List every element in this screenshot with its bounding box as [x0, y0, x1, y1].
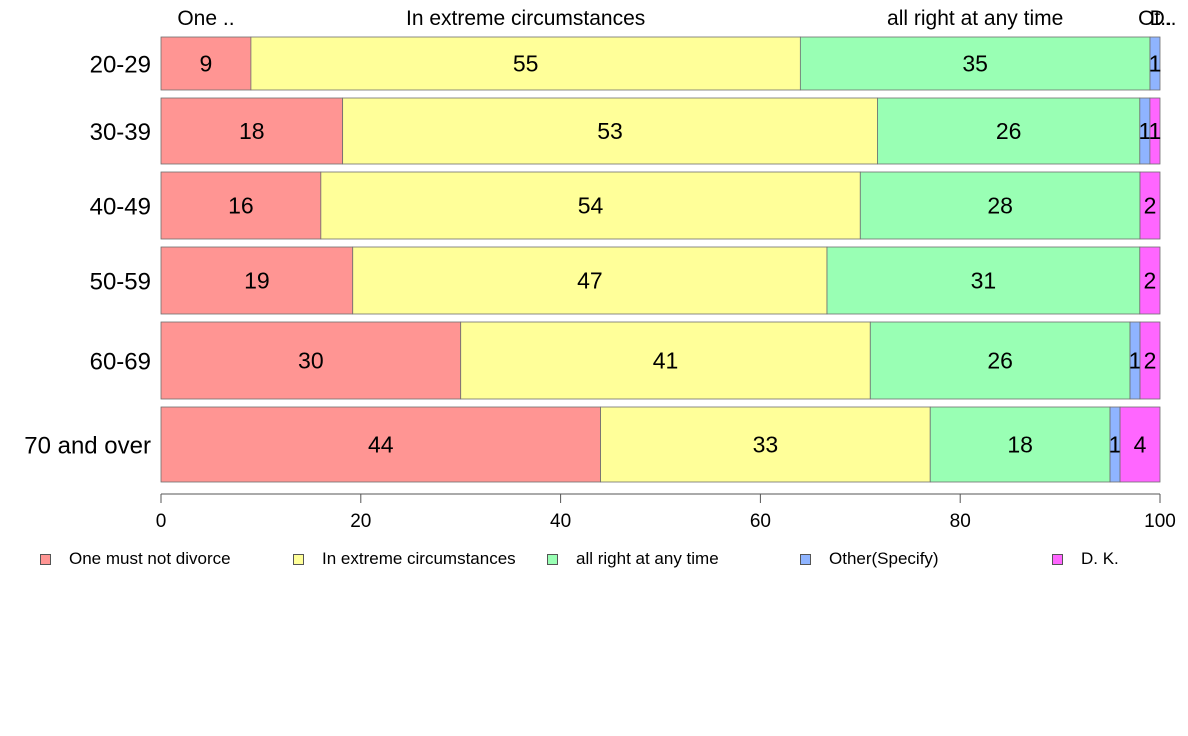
legend-label: In extreme circumstances — [322, 549, 516, 568]
category-label: 30-39 — [90, 119, 151, 146]
bar-segment — [929, 406, 1111, 483]
legend-item: all right at any time — [547, 549, 719, 569]
legend-swatch — [40, 553, 51, 565]
bar-segment — [460, 321, 871, 400]
x-tick-label: 40 — [550, 511, 571, 532]
bar-value-label: 1 — [1149, 118, 1162, 144]
top-series-label: Ot.. — [1138, 7, 1172, 30]
bar-segment — [1119, 406, 1161, 483]
legend-swatch — [293, 553, 304, 565]
legend: One must not divorce In extreme circumsta… — [40, 549, 1160, 569]
category-label: 60-69 — [90, 349, 151, 376]
bar-segment — [352, 246, 828, 315]
bar-value-label: 18 — [239, 118, 265, 144]
bar-value-label: 28 — [987, 193, 1013, 219]
x-tick-label: 0 — [156, 511, 167, 532]
legend-swatch — [1052, 553, 1063, 565]
x-tick-label: 60 — [750, 511, 771, 532]
bar-value-label: 41 — [653, 348, 679, 374]
legend-label: D. K. — [1081, 549, 1119, 568]
bar-value-label: 1 — [1109, 432, 1122, 458]
bar-value-label: 2 — [1144, 193, 1157, 219]
bar-value-label: 30 — [298, 348, 324, 374]
legend-label: all right at any time — [576, 549, 719, 568]
bar-value-label: 26 — [996, 118, 1022, 144]
bar-value-label: 26 — [987, 348, 1013, 374]
bar-value-label: 2 — [1144, 268, 1157, 294]
category-label: 40-49 — [90, 194, 151, 221]
bar-segment — [160, 406, 601, 483]
bar-segment — [1139, 321, 1161, 400]
bar-segment — [1149, 97, 1161, 165]
bar-value-label: 35 — [962, 51, 988, 77]
legend-label: One must not divorce — [69, 549, 231, 568]
x-tick-label: 80 — [950, 511, 971, 532]
legend-item: One must not divorce — [40, 549, 231, 569]
bar-value-label: 44 — [368, 432, 394, 458]
bar-value-label: 1 — [1149, 51, 1162, 77]
bar-segment — [160, 36, 252, 91]
bar-segment — [869, 321, 1131, 400]
bar-value-label: 53 — [597, 118, 623, 144]
bar-value-label: 55 — [513, 51, 539, 77]
top-series-label: In extreme circumstances — [406, 7, 645, 30]
bar-segment — [826, 246, 1141, 315]
category-label: 20-29 — [90, 52, 151, 79]
bar-value-label: 54 — [578, 193, 604, 219]
bar-value-label: 33 — [753, 432, 779, 458]
bar-value-label: 1 — [1129, 348, 1142, 374]
category-label: 50-59 — [90, 269, 151, 296]
top-series-label: One .. — [177, 7, 234, 30]
legend-item: In extreme circumstances — [293, 549, 516, 569]
bar-segment — [1139, 246, 1161, 315]
legend-label: Other(Specify) — [829, 549, 939, 568]
bar-value-label: 47 — [577, 268, 603, 294]
bar-segment — [600, 406, 931, 483]
bar-value-label: 16 — [228, 193, 254, 219]
bar-segment — [799, 36, 1151, 91]
legend-item: Other(Specify) — [800, 549, 939, 569]
bar-segment — [342, 97, 878, 165]
bar-value-label: 31 — [971, 268, 997, 294]
legend-swatch — [800, 553, 811, 565]
bar-segment — [1149, 36, 1161, 91]
bar-value-label: 4 — [1134, 432, 1147, 458]
top-series-label: D.. — [1150, 7, 1177, 30]
bar-value-label: 19 — [244, 268, 270, 294]
top-series-label: all right at any time — [887, 7, 1063, 30]
bar-segment — [250, 36, 801, 91]
bar-value-label: 18 — [1007, 432, 1033, 458]
legend-item: D. K. — [1052, 549, 1119, 569]
legend-swatch — [547, 553, 558, 565]
x-tick-label: 20 — [350, 511, 371, 532]
bar-segment — [160, 171, 322, 240]
bar-segment — [160, 97, 344, 165]
category-label: 70 and over — [24, 433, 151, 460]
x-tick-label: 100 — [1144, 511, 1176, 532]
bar-value-label: 1 — [1138, 118, 1151, 144]
bar-value-label: 9 — [200, 51, 213, 77]
bar-segment — [160, 246, 354, 315]
bar-segment — [877, 97, 1141, 165]
bar-segment — [320, 171, 861, 240]
bar-value-label: 2 — [1144, 348, 1157, 374]
bar-segment — [1139, 171, 1161, 240]
